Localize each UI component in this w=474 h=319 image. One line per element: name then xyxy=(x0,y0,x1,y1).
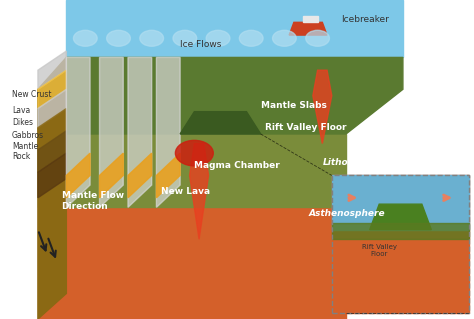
Polygon shape xyxy=(38,198,346,319)
Polygon shape xyxy=(332,223,469,239)
Polygon shape xyxy=(128,57,152,207)
Polygon shape xyxy=(38,108,66,150)
Polygon shape xyxy=(38,153,66,198)
Circle shape xyxy=(107,30,130,46)
Polygon shape xyxy=(156,57,180,207)
Circle shape xyxy=(173,30,197,46)
Text: New Crust: New Crust xyxy=(12,90,51,99)
Text: Mantle Flow
Direction: Mantle Flow Direction xyxy=(62,191,124,211)
Polygon shape xyxy=(38,131,66,172)
Text: Rift Valley Floor: Rift Valley Floor xyxy=(265,123,347,132)
Polygon shape xyxy=(370,204,431,230)
Text: Mantle
Rock: Mantle Rock xyxy=(12,142,38,161)
Polygon shape xyxy=(156,153,180,198)
Polygon shape xyxy=(303,16,318,22)
Polygon shape xyxy=(38,51,66,89)
Circle shape xyxy=(175,140,213,166)
Polygon shape xyxy=(38,70,66,108)
Polygon shape xyxy=(332,175,469,230)
Polygon shape xyxy=(38,134,346,207)
Polygon shape xyxy=(289,22,327,35)
Polygon shape xyxy=(313,70,332,144)
Polygon shape xyxy=(100,153,123,198)
Polygon shape xyxy=(332,175,469,313)
Polygon shape xyxy=(38,57,66,319)
Text: Magma Chamber: Magma Chamber xyxy=(194,161,280,170)
Polygon shape xyxy=(190,144,209,239)
Text: Lithosphere: Lithosphere xyxy=(322,158,383,167)
Polygon shape xyxy=(128,153,152,198)
Circle shape xyxy=(306,30,329,46)
Circle shape xyxy=(73,30,97,46)
Polygon shape xyxy=(66,0,403,57)
Circle shape xyxy=(206,30,230,46)
Polygon shape xyxy=(66,153,90,198)
Text: New Lava: New Lava xyxy=(161,187,210,196)
Text: Lava: Lava xyxy=(12,106,30,115)
Circle shape xyxy=(140,30,164,46)
Polygon shape xyxy=(100,57,123,207)
Text: Rift Valley
Floor: Rift Valley Floor xyxy=(362,244,397,257)
Polygon shape xyxy=(38,89,66,128)
Polygon shape xyxy=(66,57,403,134)
Text: Gabbros: Gabbros xyxy=(12,131,44,140)
Polygon shape xyxy=(180,112,261,134)
Text: Asthenosphere: Asthenosphere xyxy=(308,209,385,218)
Text: Mantle Slabs: Mantle Slabs xyxy=(261,101,327,110)
Circle shape xyxy=(239,30,263,46)
Text: Dikes: Dikes xyxy=(12,118,33,127)
Text: Icebreaker: Icebreaker xyxy=(341,15,389,24)
Polygon shape xyxy=(66,57,90,207)
Circle shape xyxy=(273,30,296,46)
Text: Ice Flows: Ice Flows xyxy=(180,40,221,49)
